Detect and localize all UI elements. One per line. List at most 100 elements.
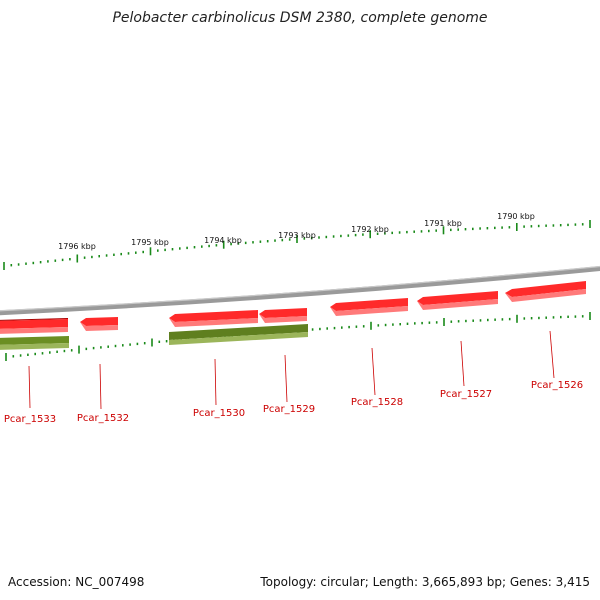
gene-label-pcar-1528[interactable]: Pcar_1528 [351,397,403,408]
inner-tick-minor [435,321,438,324]
outer-tick-minor [347,234,350,237]
inner-tick-major [443,318,445,326]
gene-labels: Pcar_1533 Pcar_1532 Pcar_1530 Pcar_1529 … [4,380,583,425]
inner-tick-minor [311,328,314,331]
outer-tick-minor [17,263,20,266]
inner-tick-minor [100,346,102,349]
outer-tick-minor [105,254,108,257]
outer-tick-minor [266,240,269,243]
outer-tick-minor [47,260,49,263]
outer-tick-minor [237,242,240,245]
outer-tick-minor [98,255,100,258]
gene-label-pcar-1529[interactable]: Pcar_1529 [263,404,315,415]
outer-tick-minor [288,238,291,241]
gene-arrow-pcar-1528[interactable] [330,298,408,316]
outer-tick-minor [376,232,379,235]
outer-tick-minor [567,223,569,227]
outer-tick-minor [54,259,57,262]
outer-tick-minor [281,238,284,242]
outer-tick-minor [252,241,254,244]
inner-tick-minor [341,326,343,329]
inner-tick-minor [355,325,358,328]
genome-summary-text: Topology: circular; Length: 3,665,893 bp… [259,575,590,589]
outer-tick-minor [574,223,577,226]
outer-tick-minor [559,224,562,227]
reverse-gene-left[interactable] [0,336,69,350]
inner-tick-minor [530,317,533,320]
outer-tick-marks [3,220,591,270]
inner-tick-major [151,338,153,347]
outer-tick-minor [120,252,122,256]
inner-tick-minor [501,318,504,321]
gene-arrow-pcar-1530[interactable] [169,310,258,327]
gene-arrow-pcar-1533[interactable] [0,318,68,334]
gene-arrow-pcar-1527[interactable] [417,291,498,310]
genome-backbone [0,265,600,316]
outer-tick-major [222,240,225,249]
inner-tick-minor [487,318,489,322]
genome-backbone-highlight [0,265,600,312]
inner-tick-minor [49,351,51,354]
inner-tick-minor [457,320,460,323]
inner-tick-minor [92,346,95,350]
forward-strand-genes [0,281,586,334]
outer-tick-minor [164,248,166,252]
outer-tick-minor [215,244,218,247]
outer-tick-minor [208,244,210,248]
inner-tick-minor [27,353,29,356]
scale-label-1795: 1795 kbp [131,238,169,247]
outer-tick-major [442,226,445,235]
outer-tick-minor [259,240,262,243]
inner-tick-minor [472,319,474,322]
inner-tick-major [78,345,80,354]
inner-tick-minor [56,350,58,353]
gene-label-pcar-1526[interactable]: Pcar_1526 [531,380,583,391]
outer-tick-minor [274,239,276,242]
inner-tick-minor [574,315,577,318]
inner-tick-minor [414,322,416,325]
outer-tick-minor [39,261,42,264]
outer-tick-minor [494,226,496,230]
inner-tick-minor [567,315,569,318]
reverse-strand-genes [0,324,308,350]
inner-tick-minor [348,325,350,329]
outer-tick-minor [340,234,342,238]
reverse-gene-middle[interactable] [169,324,308,345]
inner-tick-minor [107,345,109,348]
gene-label-pcar-1532[interactable]: Pcar_1532 [77,413,129,424]
inner-tick-minor [136,342,139,346]
inner-tick-minor [63,349,66,353]
scale-labels: 1796 kbp 1795 kbp 1794 kbp 1793 kbp 1792… [58,212,535,251]
gene-label-pcar-1533[interactable]: Pcar_1533 [4,414,56,425]
outer-tick-minor [91,255,93,259]
inner-tick-minor [560,315,562,319]
outer-tick-minor [61,258,64,262]
inner-tick-minor [158,340,161,343]
inner-tick-minor [326,327,328,330]
inner-tick-minor [165,340,168,343]
scale-label-1790: 1790 kbp [497,212,535,221]
inner-tick-minor [85,347,88,351]
outer-tick-minor [69,258,71,261]
inner-tick-minor [508,317,511,321]
scale-label-1791: 1791 kbp [424,219,462,228]
gene-arrow-pcar-1529[interactable] [259,308,307,323]
inner-tick-minor [70,349,73,352]
inner-tick-minor [41,352,44,355]
outer-tick-minor [537,224,540,228]
gene-label-pcar-1530[interactable]: Pcar_1530 [193,408,245,419]
inner-tick-minor [406,322,409,325]
outer-tick-minor [186,246,188,250]
outer-tick-minor [193,246,196,249]
outer-tick-minor [413,230,415,233]
inner-tick-minor [421,321,423,325]
inner-tick-minor [399,323,401,326]
gene-arrow-pcar-1532[interactable] [80,317,118,331]
outer-tick-major [296,235,298,243]
outer-tick-minor [450,228,452,232]
gene-label-pcar-1527[interactable]: Pcar_1527 [440,389,492,400]
outer-tick-minor [201,245,203,248]
gene-arrow-pcar-1526[interactable] [505,281,586,302]
outer-tick-minor [135,251,137,254]
outer-tick-minor [362,233,364,236]
